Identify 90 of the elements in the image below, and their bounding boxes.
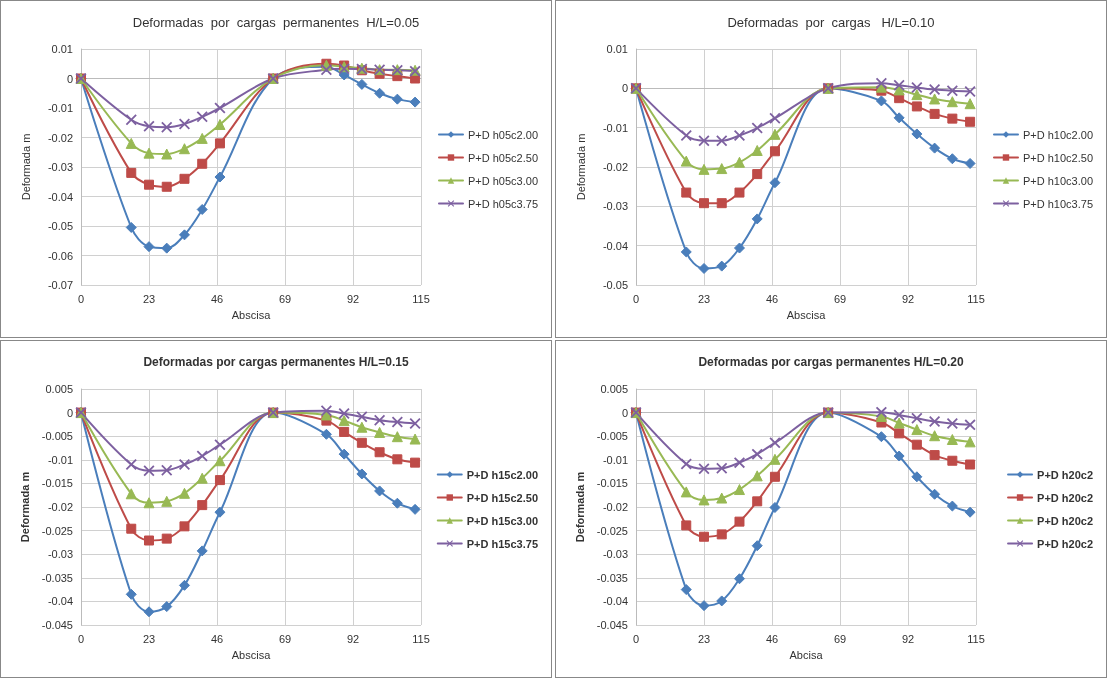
legend-label: P+D h10c3.75 <box>1022 197 1094 210</box>
x-tick-label: 92 <box>346 292 360 305</box>
x-tick-label: 92 <box>901 632 915 645</box>
y-tick-label: -0.02 <box>602 501 628 513</box>
y-tick-label: -0.045 <box>41 619 73 631</box>
y-tick-label: -0.03 <box>602 548 628 561</box>
legend-label: P+D h20c2 <box>1037 491 1093 504</box>
x-tick-label: 92 <box>901 292 915 305</box>
x-axis-title: Abscisa <box>786 308 827 321</box>
y-tick-label: 0 <box>66 406 73 419</box>
x-axis-title: Abscisa <box>231 648 272 661</box>
x-tick-label: 23 <box>142 292 156 305</box>
y-tick-label: -0.01 <box>47 102 73 114</box>
x-tick-label: 0 <box>77 632 85 645</box>
y-tick-label: -0.02 <box>47 131 73 144</box>
y-axis-title: Deformada m <box>19 471 32 543</box>
y-tick-label: -0.05 <box>47 220 73 232</box>
chart-title: Deformadas por cargas permanentes H/L=0.15 <box>143 355 409 369</box>
legend-label: P+D h05c3.00 <box>467 174 539 187</box>
y-tick-label: -0.04 <box>47 595 73 608</box>
legend-label: P+D h05c3.75 <box>467 197 539 210</box>
x-axis-title: Abscisa <box>231 308 272 321</box>
y-tick-label: 0.01 <box>606 43 628 55</box>
x-tick-label: 92 <box>346 632 360 645</box>
x-tick-label: 46 <box>765 292 779 305</box>
y-axis-title: Deformada m <box>574 471 587 543</box>
y-tick-label: -0.06 <box>47 249 73 262</box>
y-tick-label: -0.03 <box>47 548 73 561</box>
x-tick-label: 69 <box>833 292 847 305</box>
y-tick-label: -0.07 <box>47 279 73 291</box>
chart-title: Deformadas por cargas H/L=0.10 <box>727 15 935 30</box>
y-tick-label: -0.025 <box>596 524 628 537</box>
y-axis-title: Deformada m <box>19 133 32 201</box>
y-tick-label: -0.02 <box>602 161 628 173</box>
y-tick-label: -0.045 <box>596 619 628 631</box>
y-axis-title: Deformada m <box>574 133 587 201</box>
legend-label: P+D h10c3.00 <box>1022 174 1094 187</box>
x-tick-label: 115 <box>412 632 430 645</box>
x-tick-label: 46 <box>765 632 779 645</box>
x-tick-label: 23 <box>142 632 156 645</box>
legend-label: P+D h05c2.00 <box>467 128 539 141</box>
y-tick-label: 0 <box>621 406 628 419</box>
legend-label: P+D h20c2 <box>1037 468 1093 481</box>
x-tick-label: 69 <box>278 632 292 645</box>
x-tick-label: 46 <box>210 632 224 645</box>
legend-label: P+D h15c3.00 <box>466 514 539 527</box>
y-tick-label: -0.01 <box>47 453 73 466</box>
y-tick-label: -0.035 <box>41 571 73 584</box>
y-tick-label: -0.02 <box>47 501 73 513</box>
chart-title: Deformadas por cargas permanentes H/L=0.05 <box>132 15 420 30</box>
x-tick-label: 0 <box>77 292 85 305</box>
legend-label: P+D h15c3.75 <box>466 537 539 550</box>
x-tick-label: 0 <box>632 292 640 305</box>
x-tick-label: 23 <box>697 292 711 305</box>
y-tick-label: -0.005 <box>41 430 73 443</box>
y-tick-label: -0.03 <box>47 161 73 173</box>
y-tick-label: -0.025 <box>41 524 73 537</box>
y-tick-label: -0.035 <box>596 571 628 584</box>
x-tick-label: 69 <box>278 292 292 305</box>
y-tick-label: -0.04 <box>47 190 73 203</box>
y-tick-label: -0.04 <box>602 595 628 608</box>
legend-label: P+D h20c2 <box>1037 514 1093 527</box>
x-tick-label: 69 <box>833 632 847 645</box>
x-tick-label: 115 <box>967 292 985 305</box>
x-axis-title: Abcisa <box>789 648 824 661</box>
legend-label: P+D h15c2.50 <box>466 491 539 504</box>
legend-label: P+D h20c2 <box>1037 537 1093 550</box>
legend-label: P+D h10c2.00 <box>1022 128 1094 141</box>
y-tick-label: -0.005 <box>596 430 628 443</box>
legend-label: P+D h05c2.50 <box>467 151 539 164</box>
x-tick-label: 0 <box>632 632 640 645</box>
y-tick-label: -0.015 <box>596 477 628 490</box>
y-tick-label: 0.01 <box>51 43 73 55</box>
y-tick-label: -0.015 <box>41 477 73 490</box>
y-tick-label: -0.03 <box>602 200 628 213</box>
y-tick-label: 0 <box>66 72 73 85</box>
chart-title: Deformadas por cargas permanentes H/L=0.20 <box>698 355 964 369</box>
y-tick-label: 0.005 <box>600 383 628 395</box>
y-tick-label: -0.01 <box>602 121 628 134</box>
y-tick-label: -0.01 <box>602 453 628 466</box>
x-tick-label: 115 <box>967 632 985 645</box>
y-tick-label: -0.05 <box>602 279 628 291</box>
y-tick-label: 0.005 <box>45 383 73 395</box>
legend-label: P+D h15c2.00 <box>466 468 539 481</box>
y-tick-label: -0.04 <box>602 239 628 252</box>
x-tick-label: 46 <box>210 292 224 305</box>
x-tick-label: 115 <box>412 292 430 305</box>
x-tick-label: 23 <box>697 632 711 645</box>
y-tick-label: 0 <box>621 82 628 95</box>
legend-label: P+D h10c2.50 <box>1022 151 1094 164</box>
